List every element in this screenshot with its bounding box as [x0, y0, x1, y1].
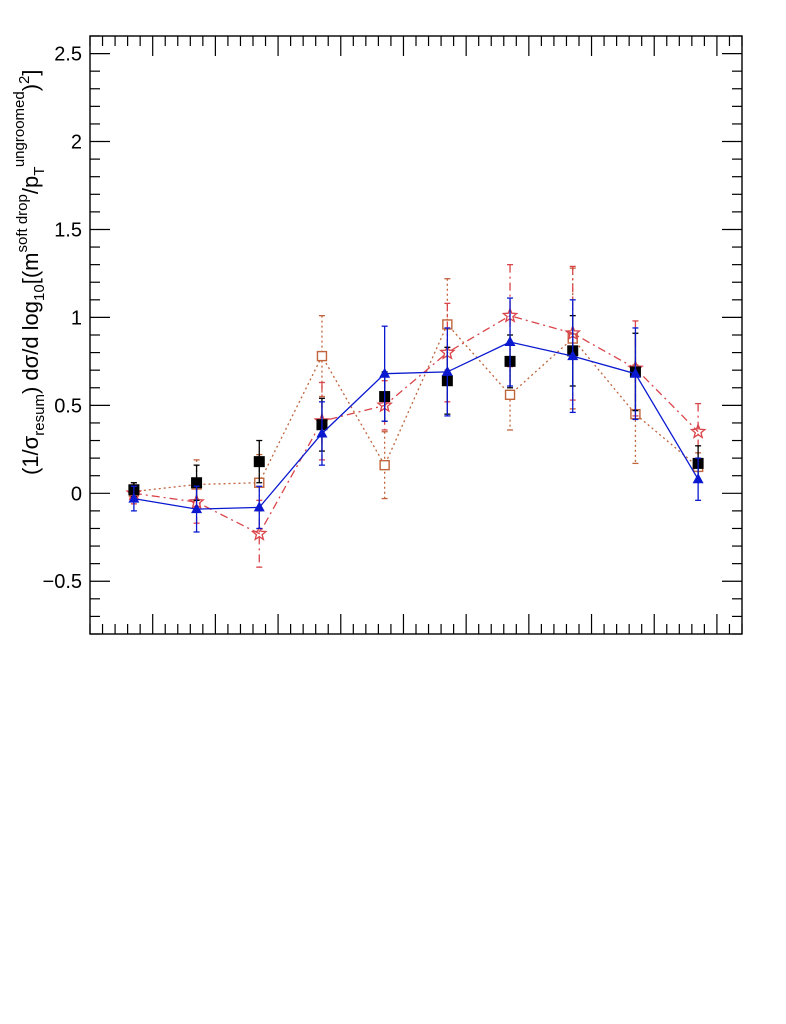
data-point	[253, 501, 265, 512]
y-axis-title-mid: ) dσ/d log	[18, 301, 43, 394]
data-point	[441, 365, 453, 376]
data-point	[689, 422, 707, 439]
y-tick-label: 0	[71, 483, 82, 505]
y-axis-title-slash: /p	[18, 176, 43, 194]
data-point	[504, 336, 516, 347]
series-line	[133, 341, 699, 510]
y-axis-title-end: ]	[18, 69, 43, 75]
data-point	[128, 492, 140, 503]
y-tick-label: 1.5	[54, 219, 82, 241]
y-axis-title-close: )	[18, 84, 43, 91]
y-axis-title: (1/σresum) dσ/d log10[(msoft drop/pTungr…	[11, 69, 48, 475]
y-tick-labels: −0.5 0 0.5 1 1.5 2 2.5	[43, 44, 82, 594]
y-axis-title-prefix: (1/σ	[18, 435, 43, 475]
series-open-square	[128, 267, 704, 512]
data-point	[629, 367, 641, 378]
y-axis-title-sup2: ungroomed	[11, 91, 28, 167]
y-axis-title-sub2: 10	[31, 284, 48, 301]
y-tick-label: 2.5	[54, 44, 82, 66]
y-axis-title-sub1: resum	[31, 394, 48, 436]
y-axis-title-bracket: [(m	[18, 253, 43, 285]
y-tick-label: 0.5	[54, 395, 82, 417]
series-open-star	[125, 263, 707, 568]
data-point	[316, 350, 328, 362]
data-point	[191, 503, 203, 514]
data-point	[250, 524, 268, 541]
y-axis-title-sup3: 2	[16, 76, 33, 84]
data-point	[191, 477, 203, 489]
data-point	[253, 456, 265, 468]
series-filled-triangle	[128, 297, 704, 533]
y-axis-title-sup1: soft drop	[14, 194, 31, 252]
data-point	[567, 350, 579, 361]
y-tick-label: −0.5	[43, 571, 82, 593]
series-line	[133, 314, 699, 535]
y-tick-label: 1	[71, 307, 82, 329]
data-point	[379, 367, 391, 378]
series-line	[133, 323, 699, 493]
series-filled-square	[128, 315, 704, 501]
data-point	[379, 459, 390, 471]
data-point	[692, 473, 704, 484]
y-axis-title-sub3: T	[31, 167, 48, 176]
axis-ticks	[89, 35, 743, 635]
plot-frame	[89, 35, 743, 635]
data-point	[316, 427, 328, 438]
series-layer	[125, 263, 707, 568]
y-tick-label: 2	[71, 132, 82, 154]
data-point	[504, 389, 516, 400]
